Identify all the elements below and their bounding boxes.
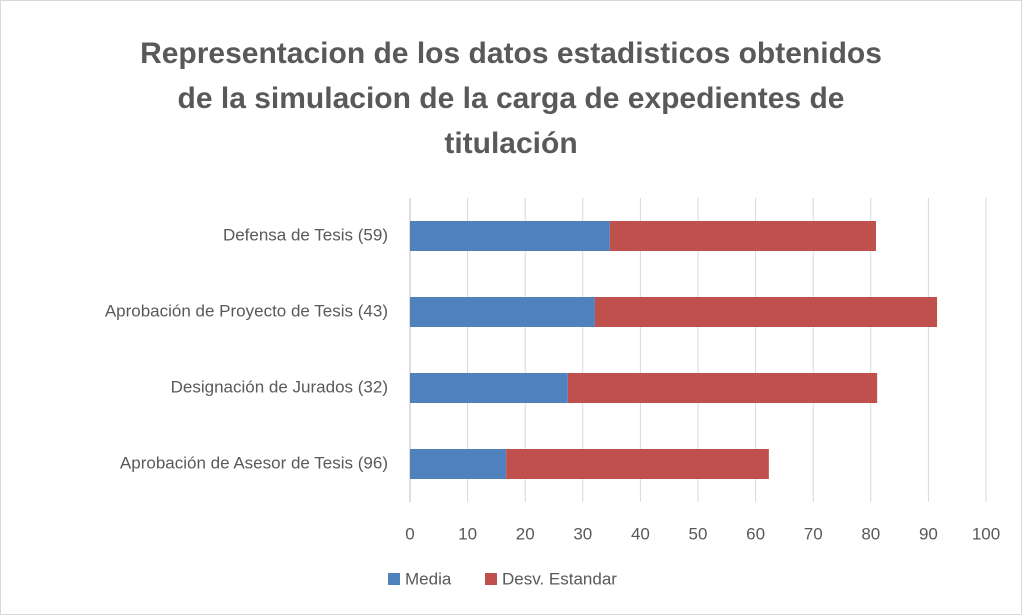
chart-title: titulación [444,127,577,160]
bar [410,449,507,479]
x-tick-label: 80 [861,524,880,543]
x-tick-label: 40 [631,524,650,543]
y-tick-label: Aprobación de Asesor de Tesis (96) [120,453,388,472]
legend-label: Desv. Estandar [502,569,617,588]
x-tick-label: 100 [972,524,1000,543]
bar [410,297,595,327]
chart-title: de la simulacion de la carga de expedien… [178,82,845,115]
bar [567,373,878,403]
x-tick-label: 50 [689,524,708,543]
legend-label: Media [405,569,452,588]
chart-title: Representacion de los datos estadisticos… [140,37,882,70]
bar [410,221,610,251]
x-tick-label: 60 [746,524,765,543]
legend-swatch [388,573,400,585]
y-tick-label: Designación de Jurados (32) [171,377,388,396]
y-tick-label: Aprobación de Proyecto de Tesis (43) [105,301,388,320]
bar [609,221,876,251]
legend-swatch [485,573,497,585]
x-tick-label: 10 [458,524,477,543]
bar [594,297,938,327]
x-tick-label: 90 [919,524,938,543]
x-tick-label: 30 [573,524,592,543]
y-tick-label: Defensa de Tesis (59) [223,225,388,244]
x-tick-label: 70 [804,524,823,543]
bar [410,373,568,403]
x-tick-label: 20 [516,524,535,543]
x-tick-label: 0 [405,524,414,543]
bar [506,449,769,479]
